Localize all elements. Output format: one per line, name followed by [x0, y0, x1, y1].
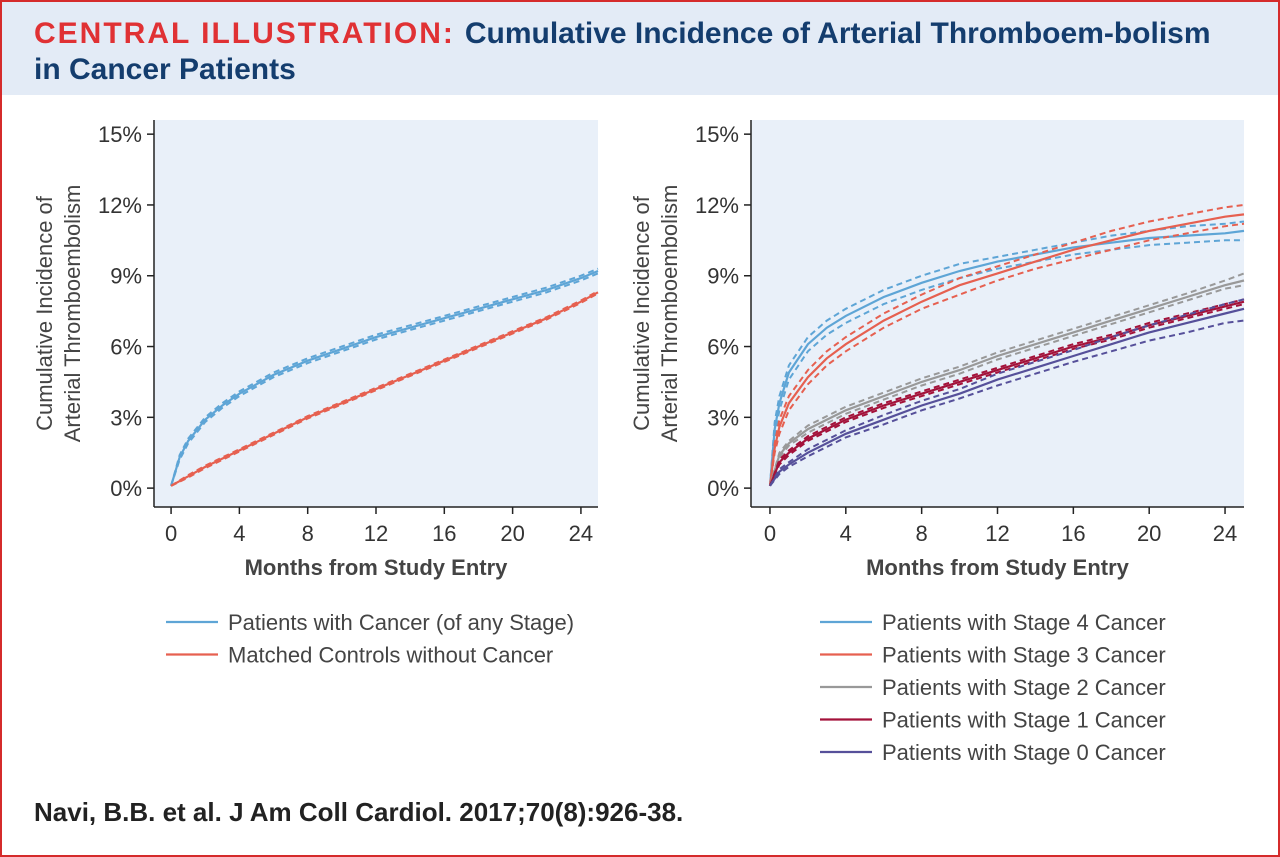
x-axis-label: Months from Study Entry	[866, 555, 1130, 580]
series-ci-lower	[769, 303, 1245, 487]
series-ci-lower	[769, 239, 1244, 486]
x-tick-label: 24	[569, 521, 593, 546]
legend-label: Patients with Stage 0 Cancer	[882, 740, 1166, 765]
series-2	[170, 290, 599, 487]
series-ci-upper	[769, 272, 1245, 487]
x-axis-label: Months from Study Entry	[245, 555, 509, 580]
series-line	[768, 229, 1245, 486]
x-tick-label: 8	[916, 521, 928, 546]
x-tick-label: 24	[1213, 521, 1237, 546]
title-text: Cumulative Incidence of Arterial Thrombo…	[34, 17, 1211, 86]
x-tick-label: 20	[500, 521, 524, 546]
chart-right: 0% 3% 6% 9% 12% 15% 0 4 8 12 16 20 24 Months from Stu…	[629, 120, 1245, 765]
legend-label: Patients with Stage 4 Cancer	[882, 610, 1166, 635]
series-ci-upper	[769, 204, 1245, 486]
legend-label: Patients with Stage 1 Cancer	[882, 708, 1166, 733]
plot-area	[154, 120, 598, 507]
x-tick-label: 0	[165, 521, 177, 546]
series-ci-lower	[170, 272, 599, 487]
series-ci-lower	[769, 284, 1245, 487]
y-tick-label: 15%	[98, 122, 142, 147]
page-title: CENTRAL ILLUSTRATION: Cumulative Incidenc…	[34, 16, 1234, 88]
series-4	[768, 298, 1245, 487]
y-tick-label: 3%	[110, 405, 142, 430]
y-tick-label: 12%	[695, 193, 739, 218]
central-illustration-label: CENTRAL ILLUSTRATION:	[34, 17, 455, 50]
series-1	[170, 267, 599, 487]
y-tick-label: 0%	[707, 476, 739, 501]
y-tick-label: 0%	[110, 476, 142, 501]
x-tick-label: 12	[364, 521, 388, 546]
series-line	[170, 291, 599, 487]
x-tick-label: 20	[1137, 521, 1161, 546]
x-tick-label: 0	[764, 521, 776, 546]
x-tick-label: 16	[1061, 521, 1085, 546]
x-tick-label: 8	[302, 521, 314, 546]
header-band: CENTRAL ILLUSTRATION: Cumulative Incidenc…	[2, 2, 1278, 95]
series-line	[768, 279, 1245, 487]
y-tick-label: 6%	[110, 335, 142, 360]
y-tick-label: 6%	[707, 335, 739, 360]
legend-label: Patients with Stage 2 Cancer	[882, 675, 1166, 700]
x-tick-label: 4	[840, 521, 852, 546]
x-tick-label: 16	[432, 521, 456, 546]
series-line	[170, 269, 599, 487]
series-3	[768, 272, 1245, 487]
y-tick-label: 3%	[707, 405, 739, 430]
citation: Navi, B.B. et al. J Am Coll Cardiol. 201…	[34, 797, 684, 827]
series-2	[768, 204, 1245, 486]
series-line	[768, 300, 1245, 487]
y-tick-label: 12%	[98, 193, 142, 218]
y-axis-label: Cumulative Incidence of	[32, 195, 57, 431]
y-axis-label: Arterial Thromboembolism	[60, 185, 85, 443]
y-axis-label: Cumulative Incidence of	[629, 195, 654, 431]
series-ci-upper	[769, 298, 1245, 487]
legend-label: Patients with Cancer (of any Stage)	[228, 610, 574, 635]
x-tick-label: 12	[985, 521, 1009, 546]
series-5	[769, 298, 1245, 487]
chart-left: 0% 3% 6% 9% 12% 15% 0 4 8 12 16 20 24 Months from Stu…	[32, 120, 599, 668]
series-ci-upper	[769, 298, 1245, 487]
series-line	[769, 307, 1245, 487]
y-axis-label: Arterial Thromboembolism	[657, 185, 682, 443]
series-ci-lower	[769, 319, 1245, 487]
y-tick-label: 9%	[110, 264, 142, 289]
legend-label: Matched Controls without Cancer	[228, 643, 553, 668]
series-ci-upper	[170, 267, 599, 487]
legend-label: Patients with Stage 3 Cancer	[882, 643, 1166, 668]
series-line	[768, 213, 1245, 486]
plot-area	[751, 120, 1244, 507]
y-tick-label: 15%	[695, 122, 739, 147]
series-ci-lower	[769, 222, 1245, 486]
x-tick-label: 4	[233, 521, 245, 546]
y-tick-label: 9%	[707, 264, 739, 289]
